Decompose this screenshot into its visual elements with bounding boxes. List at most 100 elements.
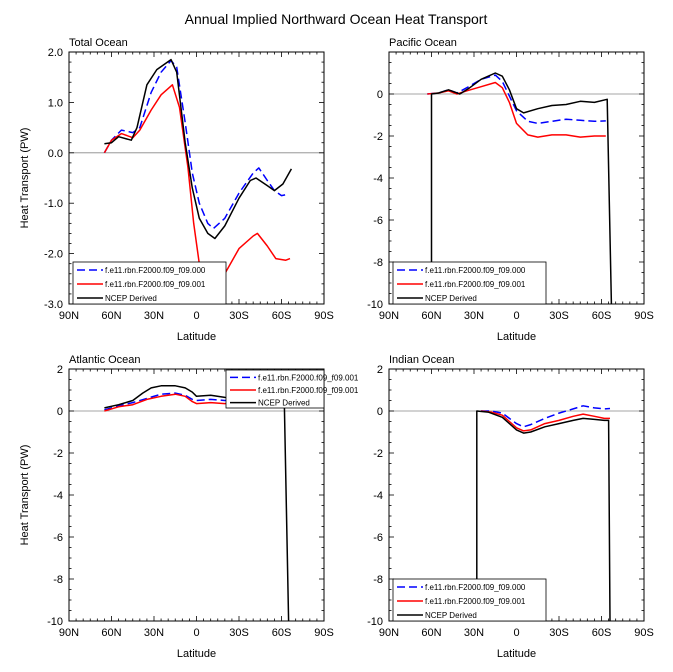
y-tick-label: -8	[373, 574, 383, 586]
x-tick-label: 90S	[634, 627, 654, 639]
series-line-1	[427, 74, 606, 125]
y-tick-label: -10	[367, 299, 383, 311]
y-tick-label: -2	[373, 131, 383, 143]
y-axis-label: Heat Transport (PW)	[19, 445, 31, 546]
legend-label: NCEP Derived	[425, 294, 477, 303]
y-tick-label: 2	[57, 364, 63, 376]
y-tick-label: 0	[377, 89, 383, 101]
x-tick-label: 30S	[229, 627, 249, 639]
y-tick-label: 1.0	[48, 97, 63, 109]
x-tick-label: 0	[193, 310, 199, 322]
series-line-2	[427, 81, 606, 138]
x-tick-label: 0	[513, 627, 519, 639]
x-tick-label: 90N	[379, 310, 399, 322]
legend-label: NCEP Derived	[258, 399, 310, 408]
x-tick-label: 0	[193, 627, 199, 639]
panel-title: Indian Ocean	[389, 354, 454, 366]
x-tick-label: 30S	[229, 310, 249, 322]
x-tick-label: 60N	[421, 627, 441, 639]
legend-label: NCEP Derived	[425, 611, 477, 620]
series-line-3	[104, 58, 293, 240]
x-tick-label: 90N	[59, 310, 79, 322]
legend: f.e11.rbn.F2000.f09_f09.000 f.e11.rbn.F20…	[392, 261, 547, 305]
panel-pacific-ocean: Pacific Ocean 90N 60N 30N 0 30S 60S 90S 0 -2 -4 -6 -…	[367, 37, 654, 343]
legend-label: f.e11.rbn.F2000.f09_f09.001	[258, 386, 359, 395]
series-line-2	[103, 84, 291, 288]
legend-label: f.e11.rbn.F2000.f09_f09.001	[425, 597, 526, 606]
legend-label: NCEP Derived	[105, 294, 157, 303]
y-tick-label: -4	[373, 490, 383, 502]
y-tick-label: -4	[53, 490, 63, 502]
x-tick-label: 30N	[464, 627, 484, 639]
legend-box	[392, 578, 547, 622]
plot-frame	[68, 368, 325, 622]
y-tick-label: -2.0	[44, 249, 63, 261]
x-tick-label: 30S	[549, 627, 569, 639]
x-axis-label: Latitude	[497, 648, 536, 660]
y-tick-label: -4	[373, 173, 383, 185]
legend: f.e11.rbn.F2000.f09_f09.000 f.e11.rbn.F20…	[72, 261, 227, 305]
x-tick-label: 60N	[101, 627, 121, 639]
x-tick-label: 90N	[379, 627, 399, 639]
x-tick-label: 90S	[314, 627, 334, 639]
series-line-1	[481, 405, 611, 428]
y-tick-label: -10	[47, 616, 63, 628]
legend-box	[72, 261, 227, 305]
y-tick-label: -8	[53, 574, 63, 586]
panels: Total Ocean 90N 60N 30N 0 30S 60S 90S 2.0 1.0 0.0 -…	[19, 37, 654, 660]
x-axis-label: Latitude	[177, 331, 216, 343]
legend-label: f.e11.rbn.F2000.f09_f09.001	[425, 280, 526, 289]
y-axis-label: Heat Transport (PW)	[19, 128, 31, 229]
y-tick-label: -6	[53, 532, 63, 544]
y-tick-label: 0	[57, 406, 63, 418]
x-tick-label: 30N	[464, 310, 484, 322]
y-tick-label: -10	[367, 616, 383, 628]
x-tick-label: 30S	[549, 310, 569, 322]
x-axis-label: Latitude	[497, 331, 536, 343]
x-tick-label: 60N	[101, 310, 121, 322]
x-tick-label: 0	[513, 310, 519, 322]
legend-label: f.e11.rbn.F2000.f09_f09.000	[105, 266, 206, 275]
series-line-2	[481, 410, 610, 432]
x-tick-label: 60S	[272, 627, 292, 639]
y-tick-label: 2.0	[48, 47, 63, 59]
series-line-1	[103, 59, 289, 230]
x-tick-label: 90S	[314, 310, 334, 322]
y-tick-label: -6	[373, 532, 383, 544]
legend: f.e11.rbn.F2000.f09_f09.001 f.e11.rbn.F20…	[225, 369, 359, 409]
x-axis-label: Latitude	[177, 648, 216, 660]
panel-atlantic-ocean: Atlantic Ocean 90N 60N 30N 0 30S 60S 90S 2 0 -2 -4 -…	[19, 354, 359, 660]
x-tick-label: 60S	[272, 310, 292, 322]
series-line-3	[104, 385, 290, 621]
panel-total-ocean: Total Ocean 90N 60N 30N 0 30S 60S 90S 2.0 1.0 0.0 -…	[19, 37, 334, 343]
y-tick-label: 2	[377, 364, 383, 376]
panel-title: Pacific Ocean	[389, 37, 457, 49]
y-tick-label: -2	[373, 448, 383, 460]
y-tick-label: 0.0	[48, 148, 63, 160]
x-tick-label: 60S	[592, 627, 612, 639]
legend-box	[392, 261, 547, 305]
y-tick-label: -8	[373, 257, 383, 269]
series-line-3	[476, 410, 611, 621]
x-tick-label: 60N	[421, 310, 441, 322]
y-tick-label: -2	[53, 448, 63, 460]
panel-title: Atlantic Ocean	[69, 354, 141, 366]
panel-title: Total Ocean	[69, 37, 128, 49]
x-tick-label: 30N	[144, 627, 164, 639]
y-tick-label: -1.0	[44, 198, 63, 210]
legend-label: f.e11.rbn.F2000.f09_f09.000	[425, 266, 526, 275]
legend: f.e11.rbn.F2000.f09_f09.000 f.e11.rbn.F20…	[392, 578, 547, 622]
x-tick-label: 90S	[634, 310, 654, 322]
legend-box	[225, 369, 325, 409]
legend-label: f.e11.rbn.F2000.f09_f09.001	[105, 280, 206, 289]
x-tick-label: 60S	[592, 310, 612, 322]
x-tick-label: 30N	[144, 310, 164, 322]
panel-indian-ocean: Indian Ocean 90N 60N 30N 0 30S 60S 90S 2 0 -2 -4 -6 -…	[367, 354, 654, 660]
y-tick-label: 0	[377, 406, 383, 418]
x-tick-label: 90N	[59, 627, 79, 639]
series-line-3	[430, 72, 613, 304]
figure-title: Annual Implied Northward Ocean Heat Tran…	[185, 11, 488, 27]
y-tick-label: -3.0	[44, 299, 63, 311]
y-tick-label: -6	[373, 215, 383, 227]
